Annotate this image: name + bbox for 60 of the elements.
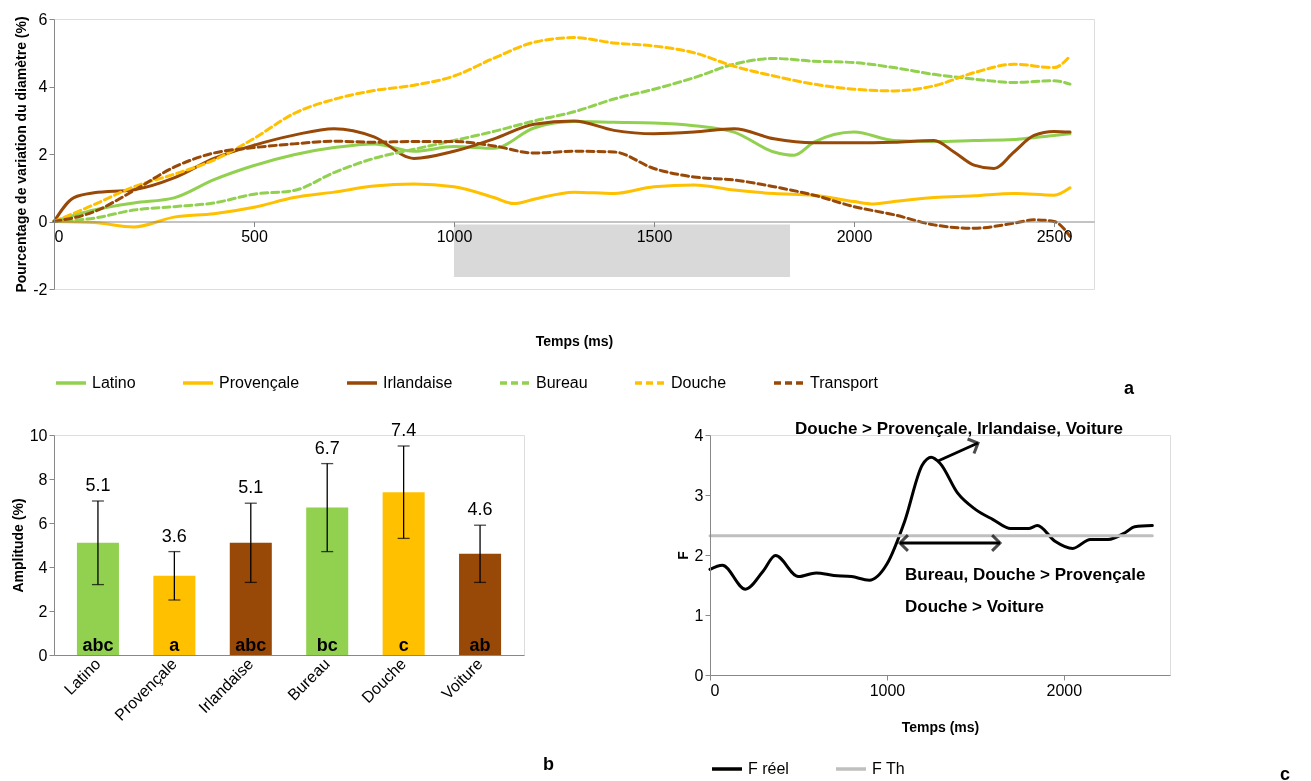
legend-label: Provençale [219, 374, 300, 391]
y-tick-label: 8 [38, 470, 48, 488]
x-tick-label: 500 [241, 228, 268, 245]
data-label: 6.7 [314, 437, 340, 458]
x-tick-label: 1000 [869, 681, 906, 699]
data-label: 4.6 [467, 499, 493, 520]
bar [306, 507, 349, 655]
x-axis-title: Temps (ms) [901, 718, 980, 735]
y-axis-title: Amplitude (%) [9, 498, 26, 593]
bar [76, 542, 119, 655]
data-label: 3.6 [161, 525, 187, 546]
y-tick-label: 1 [694, 606, 704, 624]
y-tick-label: 4 [38, 558, 48, 576]
annotation: a [169, 635, 181, 655]
legend-label: Transport [810, 374, 879, 391]
y-tick-label: 6 [38, 10, 48, 28]
x-tick-label: 0 [54, 228, 64, 245]
y-axis-title: F [674, 550, 691, 560]
x-tick-label: 1500 [636, 228, 673, 245]
annotation: ab [469, 635, 491, 655]
legend-label: Bureau [536, 374, 588, 391]
legend-label: Douche [671, 374, 727, 391]
y-axis-title: Pourcentage de variation du diamètre (%) [13, 16, 30, 293]
y-tick-label: 2 [694, 546, 704, 564]
text: a [1123, 378, 1135, 398]
x-tick-label: 0 [710, 681, 720, 699]
y-tick-label: 10 [29, 426, 48, 444]
x-axis-title: Temps (ms) [535, 332, 614, 349]
y-tick-label: -2 [33, 280, 48, 298]
y-tick-label: 2 [38, 602, 48, 620]
annotation: c [398, 635, 409, 655]
y-tick-label: 6 [38, 514, 48, 532]
legend-label: F Th [872, 760, 905, 777]
bar [229, 542, 272, 655]
annotation: Bureau, Douche > Provençale [905, 565, 1146, 584]
x-tick-label: 2000 [1046, 681, 1083, 699]
data-label: 7.4 [391, 420, 417, 440]
y-tick-label: 4 [38, 78, 48, 95]
bar [459, 553, 502, 655]
y-tick-label: 0 [38, 213, 48, 230]
y-tick-label: 2 [38, 145, 48, 163]
legend-label: Irlandaise [383, 374, 453, 391]
legend-label: F réel [748, 760, 789, 777]
data-label: 5.1 [85, 475, 111, 495]
text: b [543, 754, 554, 774]
y-tick-label: 3 [694, 486, 704, 504]
annotation: abc [82, 635, 114, 655]
x-tick-label: 1000 [436, 228, 473, 245]
x-tick-label: 2500 [1036, 228, 1073, 245]
annotation: bc [316, 635, 338, 655]
text: c [1279, 764, 1290, 781]
annotation: Douche > Voiture [905, 597, 1045, 616]
data-label: 5.1 [238, 477, 264, 498]
annotation: Douche > Provençale, Irlandaise, Voiture [795, 419, 1123, 438]
legend-label: Latino [92, 374, 136, 391]
bar [153, 575, 196, 655]
x-tick-label: 2000 [836, 228, 873, 245]
bar [382, 492, 425, 655]
annotation: abc [235, 635, 267, 655]
y-tick-label: 4 [694, 426, 704, 444]
